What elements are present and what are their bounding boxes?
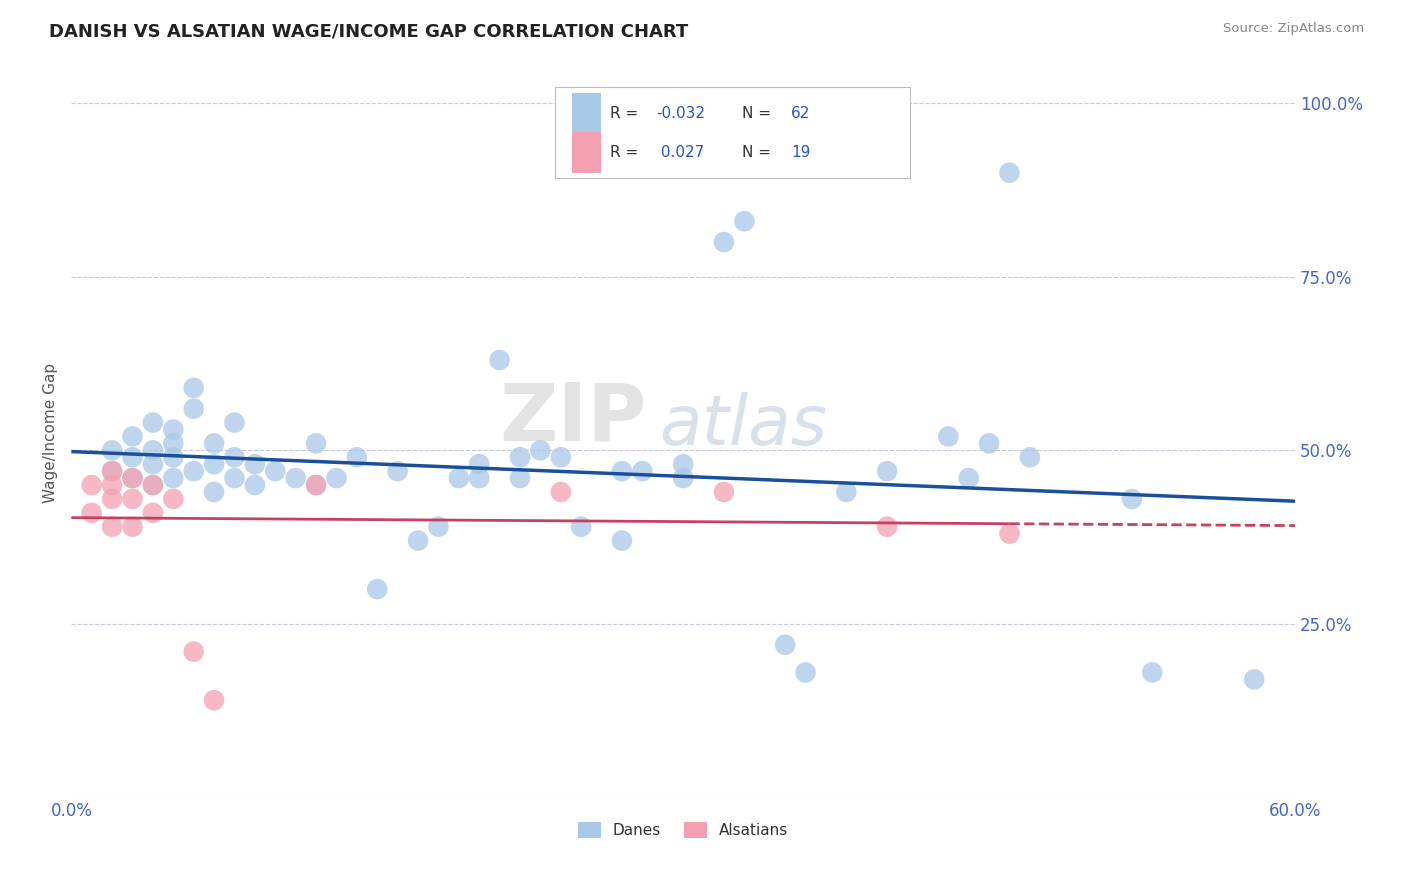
FancyBboxPatch shape (572, 93, 602, 135)
Point (101, 519, 124, 533)
Point (1243, 673, 1265, 687)
Point (610, 464, 633, 478)
Point (80, 478, 103, 492)
Point (713, 235, 735, 249)
Point (202, 436, 225, 450)
Point (977, 436, 1000, 450)
Point (121, 471, 143, 485)
Text: N =: N = (742, 106, 776, 121)
Point (550, 485, 572, 500)
Point (406, 533, 429, 548)
Text: R =: R = (610, 145, 643, 160)
Point (550, 450, 572, 465)
Point (509, 471, 531, 485)
Point (101, 464, 124, 478)
Text: Source: ZipAtlas.com: Source: ZipAtlas.com (1223, 22, 1364, 36)
Text: 0.027: 0.027 (657, 145, 704, 160)
Point (876, 519, 898, 533)
FancyBboxPatch shape (555, 87, 910, 178)
Point (224, 416, 246, 430)
Point (142, 478, 165, 492)
Point (672, 457, 695, 471)
Text: atlas: atlas (658, 392, 827, 459)
Point (794, 665, 817, 680)
Point (876, 464, 898, 478)
Point (101, 464, 124, 478)
Point (162, 471, 184, 485)
Text: R =: R = (610, 106, 643, 121)
Point (672, 471, 695, 485)
Point (162, 450, 184, 465)
Point (101, 443, 124, 458)
Point (631, 464, 654, 478)
Point (733, 214, 755, 228)
Point (121, 491, 143, 506)
Point (162, 491, 184, 506)
Point (243, 478, 266, 492)
Point (773, 638, 796, 652)
Point (264, 464, 287, 478)
Point (713, 485, 735, 500)
Point (1142, 665, 1164, 680)
Point (101, 491, 124, 506)
Text: DANISH VS ALSATIAN WAGE/INCOME GAP CORRELATION CHART: DANISH VS ALSATIAN WAGE/INCOME GAP CORRE… (49, 22, 689, 40)
Point (610, 533, 633, 548)
Point (243, 457, 266, 471)
Point (427, 519, 450, 533)
Text: ZIP: ZIP (499, 379, 647, 458)
Point (366, 582, 388, 597)
Point (957, 471, 980, 485)
Point (325, 471, 347, 485)
Point (224, 450, 246, 465)
Point (183, 381, 205, 395)
Point (142, 416, 165, 430)
Point (224, 471, 246, 485)
Point (202, 693, 225, 707)
Point (468, 457, 491, 471)
Point (447, 471, 470, 485)
Text: 19: 19 (790, 145, 810, 160)
Point (1018, 450, 1040, 465)
Point (998, 166, 1021, 180)
Point (162, 423, 184, 437)
Point (183, 401, 205, 416)
Text: -0.032: -0.032 (657, 106, 706, 121)
Point (101, 478, 124, 492)
Point (1121, 491, 1143, 506)
Point (121, 450, 143, 465)
Point (305, 478, 328, 492)
Point (121, 471, 143, 485)
Point (387, 464, 409, 478)
Point (142, 478, 165, 492)
Point (509, 450, 531, 465)
Point (488, 353, 510, 368)
Point (569, 519, 592, 533)
Point (121, 429, 143, 443)
Point (998, 526, 1021, 541)
Point (305, 478, 328, 492)
Point (142, 443, 165, 458)
Point (183, 645, 205, 659)
Point (202, 485, 225, 500)
Point (468, 471, 491, 485)
Point (142, 506, 165, 520)
Legend: Danes, Alsatians: Danes, Alsatians (572, 816, 794, 845)
Point (936, 429, 959, 443)
Point (162, 436, 184, 450)
Point (835, 485, 858, 500)
Point (80, 506, 103, 520)
Text: 62: 62 (790, 106, 810, 121)
Text: N =: N = (742, 145, 776, 160)
Point (202, 457, 225, 471)
Point (346, 450, 368, 465)
Point (121, 519, 143, 533)
Point (284, 471, 307, 485)
Point (529, 443, 551, 458)
FancyBboxPatch shape (572, 132, 602, 173)
Point (183, 464, 205, 478)
Point (142, 457, 165, 471)
Y-axis label: Wage/Income Gap: Wage/Income Gap (44, 363, 58, 503)
Point (305, 436, 328, 450)
